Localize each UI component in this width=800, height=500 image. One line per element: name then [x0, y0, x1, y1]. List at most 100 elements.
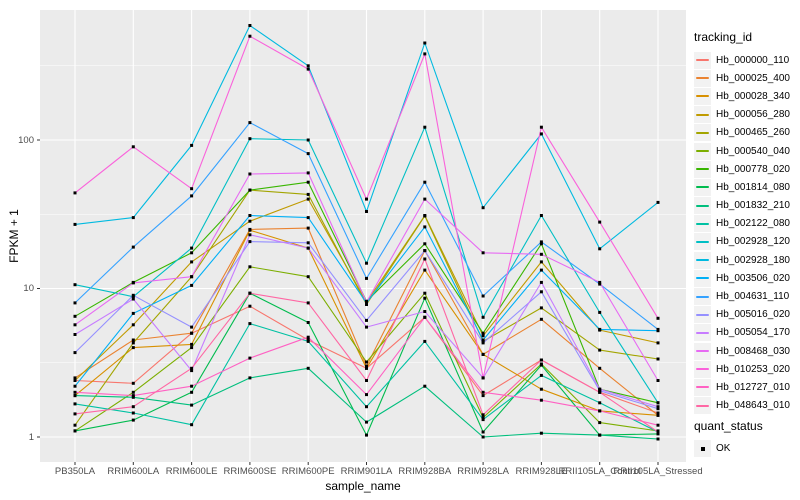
y-tick-label: 10 — [23, 283, 34, 294]
quant-legend-label: OK — [716, 443, 731, 455]
legend-item: Hb_002928_120 — [694, 233, 800, 251]
legend-line-swatch-icon — [696, 259, 709, 262]
legend-key — [694, 342, 711, 360]
y-tick-label: 1 — [28, 431, 34, 443]
legend-item-label: Hb_000000_110 — [716, 54, 790, 66]
legend-item-label: Hb_004631_110 — [716, 291, 790, 303]
legend-key — [694, 178, 711, 196]
legend-key — [694, 378, 711, 396]
legend-item: Hb_002122_080 — [694, 215, 800, 233]
legend-item: Hb_000056_280 — [694, 106, 800, 124]
x-tick-label: PB350LA — [54, 466, 96, 477]
legend-line-swatch-icon — [696, 240, 709, 243]
legend-item-label: Hb_001832_210 — [716, 200, 790, 212]
legend-key — [694, 51, 711, 69]
legend-line-swatch-icon — [696, 95, 709, 98]
legend-key — [694, 324, 711, 342]
legend-item: Hb_000000_110 — [694, 51, 800, 69]
legend-item-label: Hb_000028_340 — [716, 90, 790, 102]
legend-item: Hb_003506_020 — [694, 269, 800, 287]
x-tick-label: RRIM928BA — [398, 466, 452, 477]
legend-items: Hb_000000_110 Hb_000025_400 Hb_000028_340 H… — [694, 51, 800, 415]
y-axis-title: FPKM + 1 — [7, 209, 21, 263]
legend-line-swatch-icon — [696, 368, 709, 371]
legend-item: Hb_002928_180 — [694, 251, 800, 269]
legend-line-swatch-icon — [696, 59, 709, 62]
legend-key — [694, 124, 711, 142]
legend-key — [694, 106, 711, 124]
x-tick-label: RRIM600LA — [107, 466, 160, 477]
legend-item-label: Hb_002928_120 — [716, 236, 790, 248]
legend-item-label: Hb_003506_020 — [716, 272, 790, 284]
legend-line-swatch-icon — [696, 313, 709, 316]
quant-legend-title: quant_status — [694, 418, 763, 433]
x-tick-label: RRII105LA_Control — [558, 466, 641, 477]
legend-key — [694, 233, 711, 251]
legend-line-swatch-icon — [696, 277, 709, 280]
legend-line-swatch-icon — [696, 404, 709, 407]
legend-item-label: Hb_000025_400 — [716, 72, 790, 84]
legend-key — [694, 87, 711, 105]
legend-item: Hb_012727_010 — [694, 378, 800, 396]
legend-item: Hb_005016_020 — [694, 306, 800, 324]
legend-item-label: Hb_000465_260 — [716, 127, 790, 139]
x-axis-title: sample_name — [325, 479, 401, 493]
x-tick-label: RRIM901LA — [340, 466, 393, 477]
legend-item: Hb_000028_340 — [694, 87, 800, 105]
legend-key — [694, 360, 711, 378]
legend-item: Hb_004631_110 — [694, 287, 800, 306]
y-tick-label: 100 — [18, 134, 34, 146]
legend-item-label: Hb_005054_170 — [716, 327, 790, 339]
legend-key — [694, 197, 711, 215]
legend-line-swatch-icon — [696, 168, 709, 171]
legend-item-label: Hb_012727_010 — [716, 381, 790, 393]
legend-item-label: Hb_008468_030 — [716, 345, 790, 357]
legend-item-label: Hb_010253_020 — [716, 363, 790, 375]
legend-item-label: Hb_048643_010 — [716, 400, 790, 412]
legend-item-label: Hb_000778_020 — [716, 163, 790, 175]
legend-line-swatch-icon — [696, 222, 709, 225]
legend-line-swatch-icon — [696, 186, 709, 189]
legend-item: Hb_005054_170 — [694, 324, 800, 342]
legend-item-label: Hb_005016_020 — [716, 309, 790, 321]
legend-item: Hb_000540_040 — [694, 142, 800, 160]
legend-line-swatch-icon — [696, 204, 709, 207]
legend-item: Hb_000025_400 — [694, 69, 800, 87]
legend-title: tracking_id — [694, 30, 753, 44]
legend-item-label: Hb_002122_080 — [716, 218, 790, 230]
legend-item: Hb_001814_080 — [694, 178, 800, 196]
legend-item: Hb_001832_210 — [694, 197, 800, 215]
legend-item-label: Hb_001814_080 — [716, 181, 790, 193]
legend-line-swatch-icon — [696, 131, 709, 134]
x-tick-label: RRII105LA_Stressed — [613, 466, 703, 477]
x-tick-label: RRIM600SE — [223, 466, 277, 477]
legend-key — [694, 142, 711, 160]
legend-item-label: Hb_000056_280 — [716, 109, 790, 121]
legend-item: Hb_008468_030 — [694, 342, 800, 360]
legend-line-swatch-icon — [696, 295, 709, 298]
legend-item-label: Hb_002928_180 — [716, 254, 790, 266]
ok-square-marker-icon — [700, 446, 705, 451]
legend-key — [694, 251, 711, 269]
legend-line-swatch-icon — [696, 386, 709, 389]
legend-item: Hb_010253_020 — [694, 360, 800, 378]
legend-key — [694, 397, 711, 415]
x-tick-label: RRIM928LA — [457, 466, 509, 477]
x-tick-label: RRIM928LE — [515, 466, 568, 477]
legend-item: Hb_000465_260 — [694, 124, 800, 142]
legend-key — [694, 306, 711, 324]
legend-line-swatch-icon — [696, 350, 709, 353]
x-tick-label: RRIM600LE — [165, 466, 218, 477]
x-tick-label: RRIM600PE — [281, 466, 335, 477]
quant-legend-item: OK — [694, 440, 800, 458]
legend-line-swatch-icon — [696, 77, 709, 80]
legend-line-swatch-icon — [696, 113, 709, 116]
legend-item: Hb_048643_010 — [694, 397, 800, 415]
quant-legend-key — [694, 440, 711, 458]
legend-key — [694, 215, 711, 233]
legend-key — [694, 69, 711, 87]
legend-item-label: Hb_000540_040 — [716, 145, 790, 157]
legend-line-swatch-icon — [696, 331, 709, 334]
